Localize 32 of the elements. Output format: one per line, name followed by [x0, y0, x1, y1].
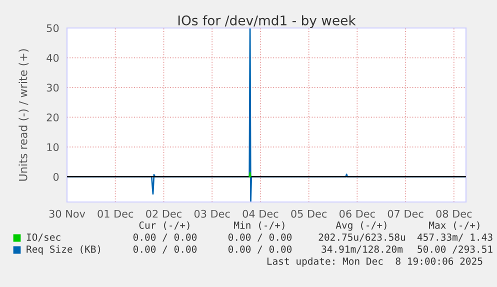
x-tick-label: 03 Dec: [194, 210, 230, 218]
text: 0.00 / 0.00: [228, 233, 292, 242]
x-tick-label: 02 Dec: [146, 210, 182, 218]
y-axis-title: Units read (-) / write (+): [18, 49, 29, 181]
y-tick-label: 30: [46, 84, 59, 92]
x-tick-label: 08 Dec: [436, 210, 472, 218]
text: Min (-/+): [234, 221, 284, 230]
text: 202.75u/623.58u: [318, 233, 406, 242]
x-tick-label: 07 Dec: [388, 210, 424, 218]
text: Last update: Mon Dec 8 19:00:06 2025: [267, 257, 482, 267]
x-tick-label: 06 Dec: [340, 210, 375, 218]
text: 34.91m/128.20m: [322, 245, 403, 254]
y-tick-label: 50: [46, 24, 59, 32]
text: 50.00 /293.51: [418, 245, 492, 254]
y-tick-label: 10: [47, 143, 59, 152]
x-tick-label: 05 Dec: [291, 210, 327, 218]
chart-title: IOs for /dev/md1 - by week: [178, 15, 356, 28]
text: 0.00 / 0.00: [133, 233, 197, 242]
text: 0.00 / 0.00: [228, 245, 292, 254]
text: 457.33m/ 1.43: [417, 233, 492, 242]
y-tick-label: 20: [46, 113, 59, 122]
text: Max (-/+): [429, 221, 480, 230]
x-tick-label: 30 Nov: [49, 210, 86, 218]
y-tick-label: 0: [53, 172, 59, 181]
text: Avg (-/+): [336, 221, 386, 231]
y-tick-label: 40: [46, 54, 59, 62]
text: Cur (-/+): [139, 221, 190, 230]
x-tick-label: 01 Dec: [98, 210, 134, 218]
x-tick-label: 04 Dec: [242, 210, 278, 218]
legend-label: Req Size (KB): [26, 245, 100, 255]
legend-label: IO/sec: [26, 233, 60, 242]
text: 0.00 / 0.00: [133, 245, 197, 254]
